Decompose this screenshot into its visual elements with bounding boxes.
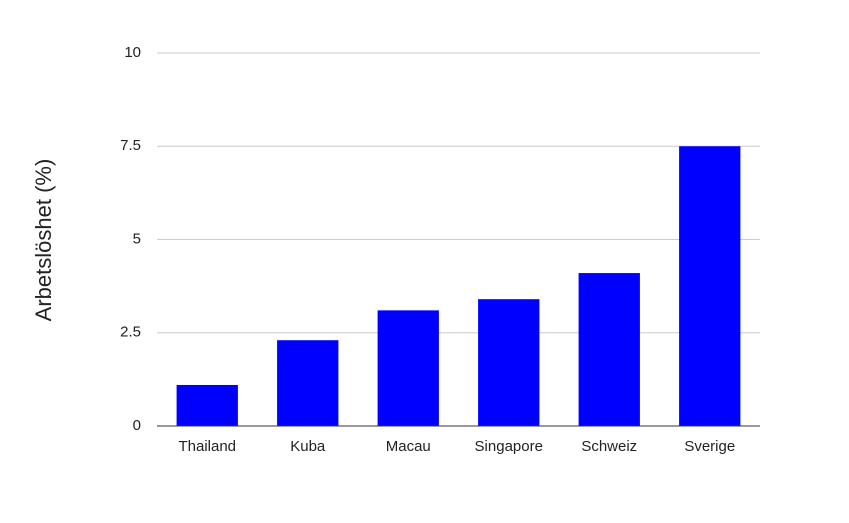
x-tick-label: Singapore — [475, 438, 543, 455]
y-tick-label: 5 — [133, 230, 141, 247]
y-tick-label: 0 — [133, 417, 141, 434]
x-tick-label: Kuba — [290, 438, 326, 455]
bar — [176, 384, 238, 426]
y-tick-label: 7.5 — [120, 137, 141, 154]
y-tick-label: 2.5 — [120, 324, 141, 341]
bar — [679, 146, 741, 426]
bar — [478, 299, 540, 426]
x-tick-label: Sverige — [684, 438, 735, 455]
x-tick-label: Macau — [386, 438, 431, 455]
bar — [377, 310, 439, 426]
x-tick-label: Thailand — [178, 438, 236, 455]
y-axis-label: Arbetslöshet (%) — [31, 159, 56, 322]
x-tick-label: Schweiz — [581, 438, 637, 455]
y-tick-label: 10 — [124, 44, 141, 61]
bar — [578, 273, 640, 426]
bar — [277, 340, 339, 426]
